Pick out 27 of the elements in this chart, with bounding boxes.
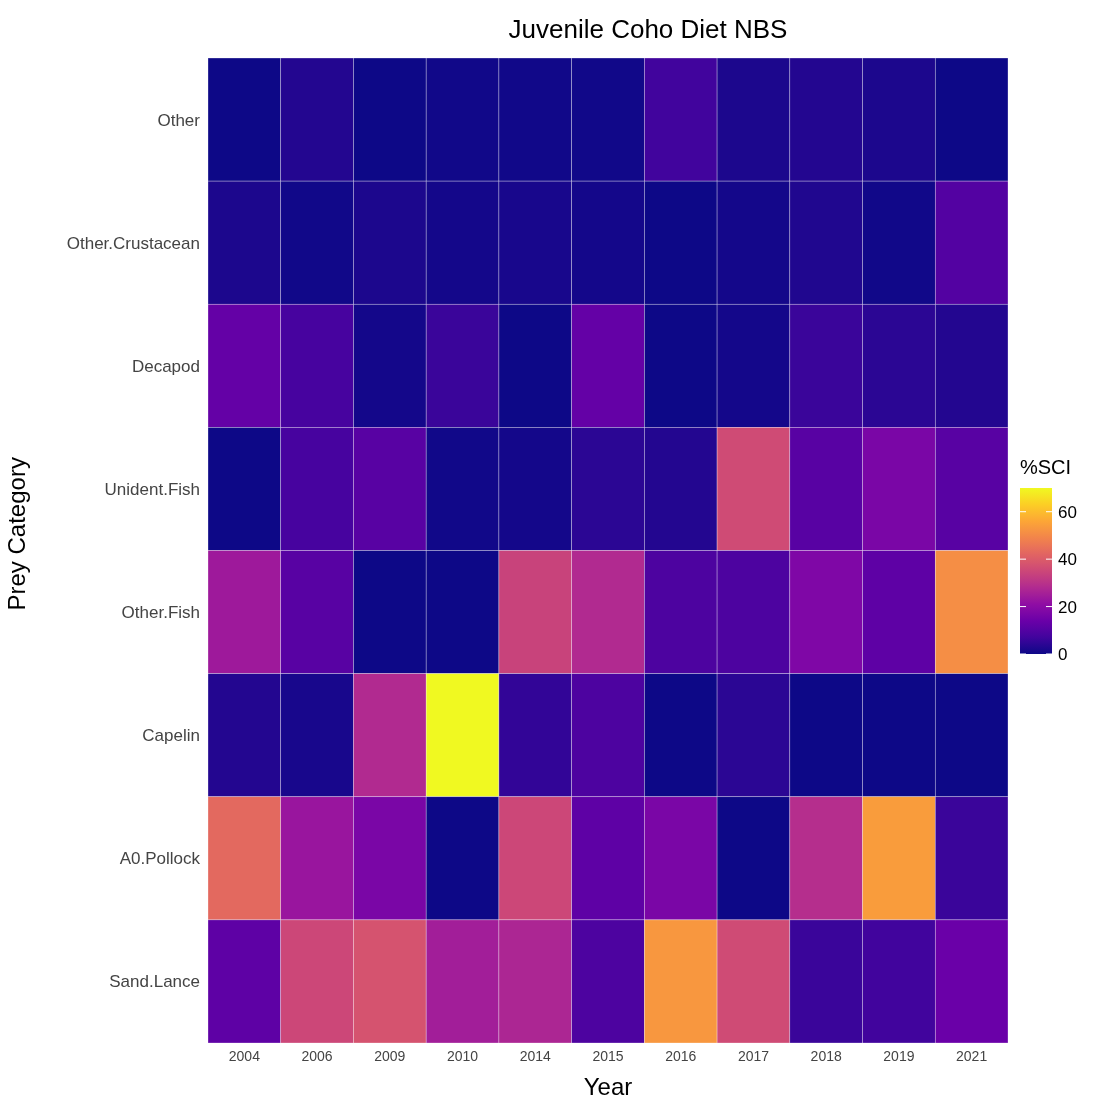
x-tick-label: 2019: [883, 1047, 915, 1064]
color-bar-label: 0: [1058, 645, 1068, 664]
x-tick-label: 2021: [956, 1047, 988, 1064]
x-tick-label: 2006: [301, 1047, 333, 1064]
y-tick-label: Other.Fish: [121, 603, 200, 623]
color-bar-title: %SCI: [1020, 456, 1072, 478]
y-tick-label: Other.Crustacean: [66, 233, 200, 253]
y-tick-label: Other: [157, 110, 201, 130]
y-tick-label: Capelin: [142, 726, 200, 746]
chart-title: Juvenile Coho Diet NBS: [507, 14, 789, 45]
y-tick-label: Unident.Fish: [104, 479, 200, 499]
x-tick-label: 2018: [810, 1047, 842, 1064]
y-tick-label: Sand.Lance: [109, 972, 200, 992]
x-tick-label: 2009: [374, 1047, 406, 1064]
x-tick-label: 2010: [446, 1047, 479, 1064]
y-tick-label: Decapod: [131, 356, 200, 376]
x-axis-title: Year: [583, 1073, 633, 1100]
x-tick-label: 2017: [737, 1047, 770, 1064]
y-tick-label: A0.Pollock: [119, 849, 201, 869]
x-tick-label: 2016: [665, 1047, 697, 1064]
color-bar-label: 20: [1058, 597, 1077, 617]
x-tick-label: 2015: [592, 1047, 624, 1064]
color-bar-label: 40: [1058, 550, 1077, 570]
x-tick-label: 2014: [519, 1047, 552, 1064]
x-tick-label: 2004: [228, 1047, 261, 1064]
color-bar-label: 60: [1058, 502, 1077, 522]
y-axis-title: Prey Category: [2, 457, 30, 611]
